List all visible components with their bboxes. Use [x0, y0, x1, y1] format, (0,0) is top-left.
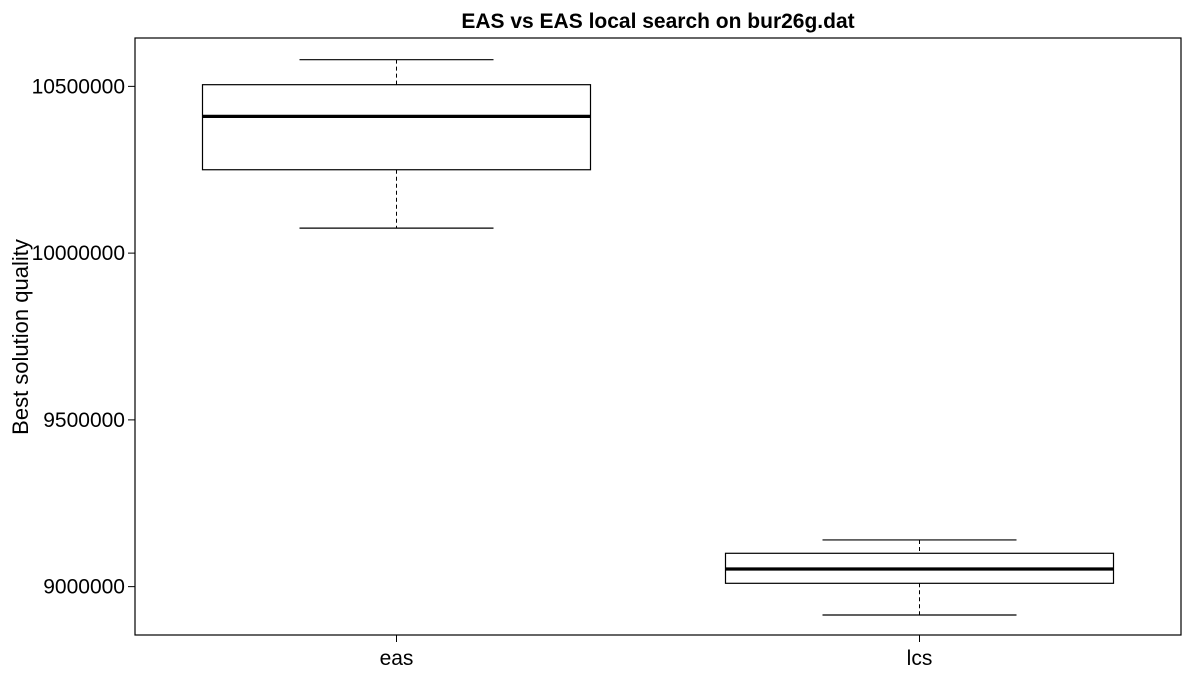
y-tick-label: 10000000	[32, 242, 125, 265]
y-tick-label: 9500000	[43, 409, 125, 432]
box-lcs	[724, 539, 1115, 616]
y-axis-label: Best solution quality	[8, 239, 33, 435]
x-tick-label: eas	[380, 647, 414, 670]
y-tick-label: 10500000	[32, 75, 125, 98]
chart-title: EAS vs EAS local search on bur26g.dat	[461, 10, 854, 33]
box-iqr	[201, 84, 592, 171]
x-axis: eas lcs	[380, 635, 933, 670]
box-series	[201, 59, 1115, 616]
box-eas	[201, 59, 592, 229]
y-tick-label: 9000000	[43, 576, 125, 599]
x-tick-label: lcs	[907, 647, 933, 670]
y-axis: 9000000 9500000 10000000 10500000	[32, 75, 135, 599]
plot-frame	[134, 37, 1182, 636]
